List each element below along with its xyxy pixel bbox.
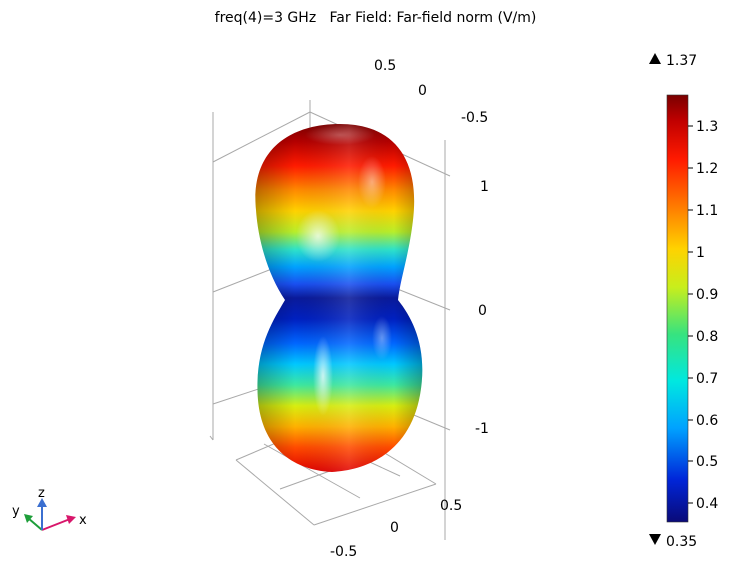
colorbar-tick-label: 1.2 [696,161,718,177]
colorbar-max-value: 1.37 [666,53,698,69]
colorbar-tick-label: 0.5 [696,454,718,470]
y-tick-label: -0.5 [330,544,357,560]
triad-y-label: y [12,504,20,519]
colorbar-tick-label: 0.4 [696,496,718,512]
colorbar: 1.3 1.2 1.1 1 0.9 0.8 0.7 0.6 0.5 0.4 [666,94,718,523]
colorbar-tick-label: 1 [696,245,705,261]
triad-z-arrowhead [37,498,47,507]
x-tick-label: -0.5 [461,110,488,126]
x-tick-label: 0.5 [374,58,396,74]
colorbar-tick-label: 0.6 [696,413,718,429]
colorbar-min-value: 0.35 [666,534,698,550]
colorbar-tick-label: 0.9 [696,287,718,303]
triad-y-axis [27,517,43,531]
colorbar-tick-label: 0.7 [696,371,718,387]
colorbar-max-label: 1.37 [649,53,697,69]
colorbar-tick-label: 0.8 [696,329,718,345]
y-tick-label: 0 [390,520,399,536]
z-tick-label: 0 [478,303,487,319]
triangle-down-icon [649,534,661,545]
y-tick-label: 0.5 [440,498,462,514]
triad-y-arrowhead [24,514,33,523]
colorbar-tick-label: 1.3 [696,119,718,135]
z-tick-label: 1 [480,179,489,195]
z-tick-label: -1 [475,421,489,437]
colorbar-tick-label: 1.1 [696,203,718,219]
triad-x-arrowhead [66,515,76,524]
colorbar-min-label: 0.35 [649,534,697,550]
triad-z-label: z [38,486,45,501]
x-tick-label: 0 [418,83,427,99]
far-field-surface[interactable] [250,120,430,480]
triangle-up-icon [649,53,661,64]
axis-triad: x y z [12,486,87,531]
colorbar-gradient [666,94,689,523]
triad-x-label: x [79,513,87,528]
triad-x-axis [41,518,71,531]
plot-title: freq(4)=3 GHz Far Field: Far-field norm … [214,10,537,26]
